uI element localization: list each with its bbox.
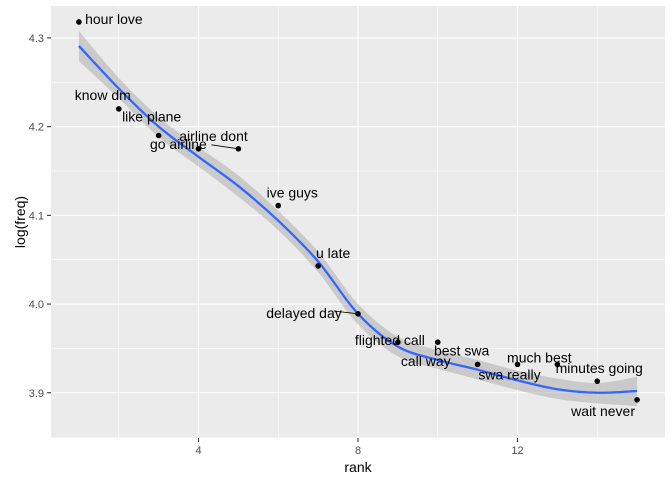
point-label: know dm: [75, 87, 131, 103]
point-label: delayed day: [266, 305, 342, 321]
point-label: much best: [507, 349, 572, 365]
y-tick-label: 4.3: [29, 33, 44, 45]
point-label: flighted call: [355, 332, 425, 348]
y-tick-label: 4.0: [29, 299, 44, 311]
point-label: airline dont: [179, 128, 248, 144]
point-label: swa really: [478, 366, 540, 382]
label-leader-line: [333, 310, 359, 315]
point-labels: hour love know dm like plane airline dontgo…: [75, 11, 643, 419]
data-point: [315, 263, 321, 269]
y-axis: 3.9 4.0 4.1 4.2 4.3: [29, 33, 51, 400]
data-point: [594, 378, 601, 385]
point-label: best swa: [434, 342, 489, 358]
point-label: hour love: [85, 11, 143, 27]
y-tick-label: 4.1: [29, 210, 44, 222]
point-label: minutes going: [556, 360, 643, 376]
data-point: [474, 361, 481, 368]
y-tick-label: 3.9: [29, 388, 44, 400]
x-tick-label: 12: [511, 445, 523, 457]
data-point: [434, 339, 441, 345]
plot-area: hour love know dm like plane airline dontgo…: [51, 6, 665, 438]
data-points: [76, 19, 640, 403]
point-label: u late: [316, 245, 350, 261]
y-tick-label: 4.2: [29, 122, 44, 134]
point-label: wait never: [570, 403, 635, 419]
point-label: call way: [401, 353, 451, 369]
label-leader-line: [211, 144, 239, 150]
data-point: [76, 19, 82, 25]
data-point: [514, 361, 521, 368]
x-tick-label: 4: [195, 445, 201, 457]
x-tick-label: 8: [355, 445, 361, 457]
data-point: [195, 146, 202, 152]
point-label: go airline: [150, 136, 207, 152]
data-point: [155, 132, 162, 139]
point-label: ive guys: [267, 185, 318, 201]
data-point: [554, 361, 561, 368]
data-point: [634, 397, 640, 403]
major-gridlines: [51, 6, 665, 438]
y-axis-title: log(freq): [12, 196, 28, 248]
x-axis: 4 8 12: [195, 438, 524, 457]
x-axis-title: rank: [344, 459, 372, 475]
data-point: [395, 339, 401, 345]
data-point: [115, 106, 122, 112]
data-point: [275, 202, 282, 209]
point-label: like plane: [122, 109, 181, 125]
